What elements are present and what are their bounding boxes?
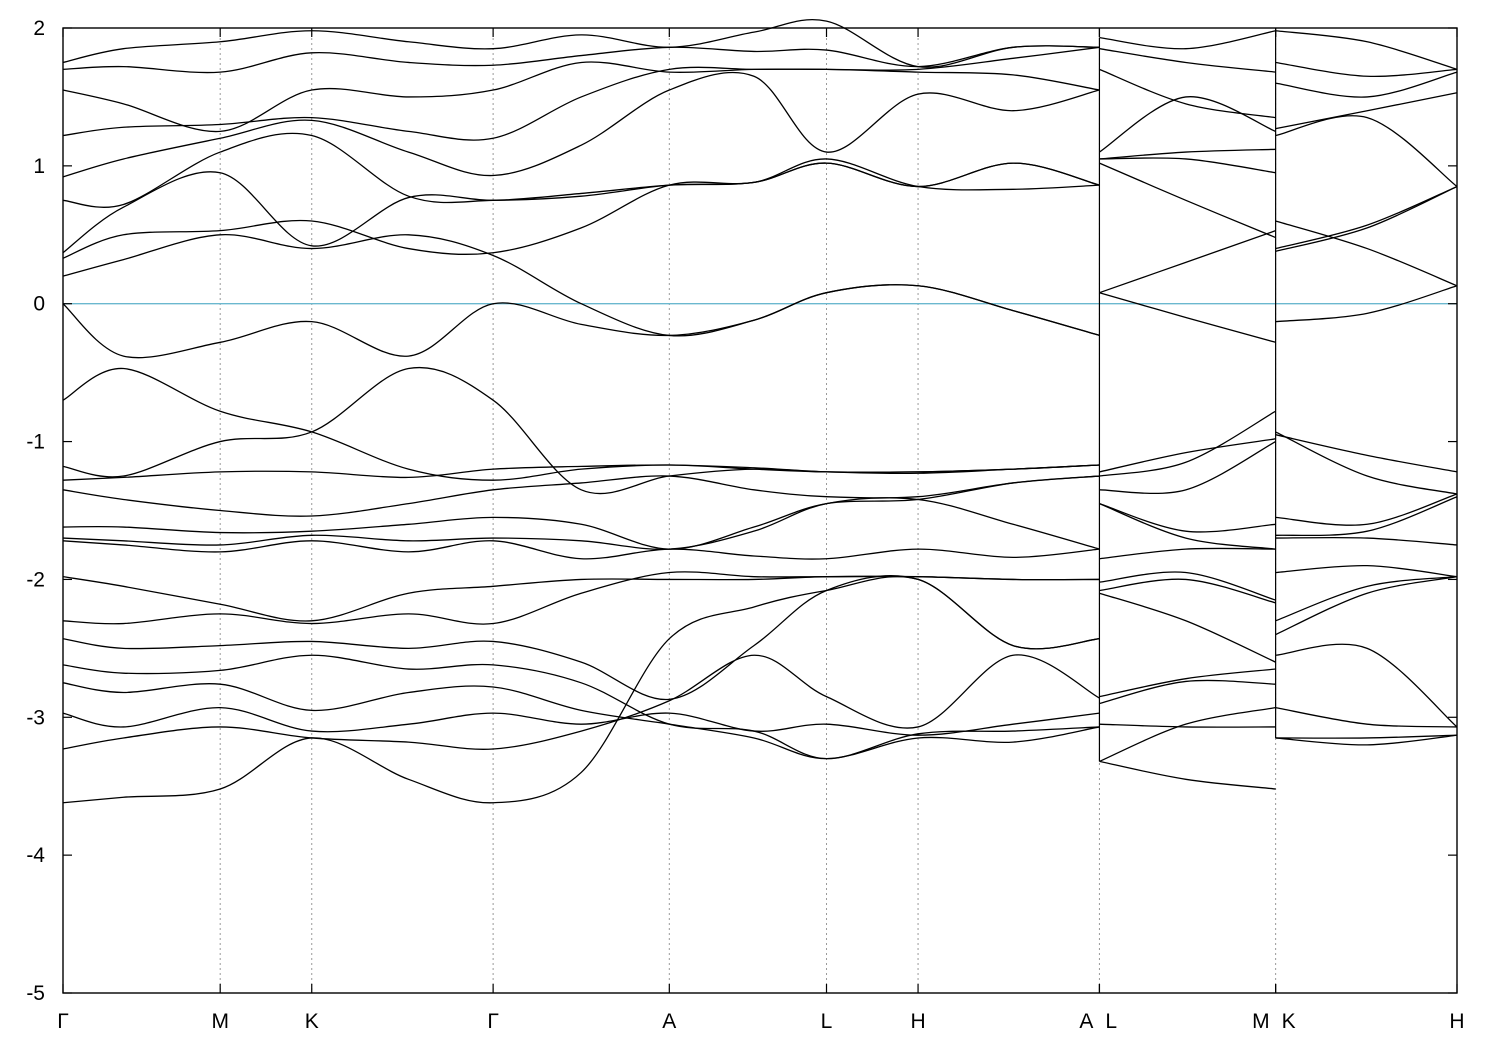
band-line: [1275, 576, 1458, 636]
y-tick-label: -2: [26, 568, 45, 591]
band-line: [1099, 292, 1276, 343]
band-line: [1099, 68, 1276, 119]
kpoint-label: M: [1252, 1010, 1270, 1033]
band-line: [62, 575, 1100, 701]
band-line: [1099, 707, 1276, 762]
band-line: [62, 234, 1100, 337]
band-line: [62, 66, 1100, 141]
band-line: [1275, 576, 1458, 622]
band-line: [62, 475, 1100, 550]
band-line: [1275, 643, 1458, 728]
band-line: [62, 497, 1100, 550]
band-line: [62, 71, 1100, 178]
band-segment: [62, 19, 1100, 804]
band-line: [1099, 438, 1276, 473]
band-line: [1275, 734, 1458, 739]
band-line: [62, 284, 1100, 359]
plot-frame: [62, 27, 1458, 994]
band-line: [1275, 564, 1458, 578]
band-line: [62, 682, 1100, 760]
band-line: [1275, 61, 1458, 78]
band-line: [1275, 92, 1458, 130]
band-line: [1099, 157, 1276, 174]
band-line: [62, 464, 1100, 481]
band-line: [1099, 30, 1276, 50]
band-line: [1275, 536, 1458, 546]
band-line: [1275, 493, 1458, 526]
band-line: [1099, 502, 1276, 533]
band-line: [1099, 48, 1276, 73]
plot-border: [62, 27, 1458, 994]
y-tick-label: 2: [33, 17, 45, 40]
band-line: [62, 575, 1100, 622]
band-line: [1099, 148, 1276, 160]
band-line: [62, 45, 1100, 74]
band-line: [1099, 96, 1276, 153]
kpoint-label: L: [1105, 1010, 1117, 1033]
kpoint-label: K: [305, 1010, 319, 1033]
band-line: [1275, 185, 1458, 250]
band-line: [62, 46, 1100, 133]
band-line: [62, 132, 1100, 208]
kpoint-label: M: [211, 1010, 229, 1033]
band-line: [1275, 285, 1458, 323]
y-tick-label: -5: [26, 982, 45, 1005]
band-line: [62, 158, 1100, 259]
band-line: [1099, 592, 1276, 663]
band-line: [1275, 30, 1458, 70]
band-line: [62, 654, 1100, 760]
band-line: [1099, 162, 1276, 239]
y-tick-label: 0: [33, 293, 45, 316]
band-line: [1275, 707, 1458, 728]
kpoint-label: L: [821, 1010, 833, 1033]
band-curves: [62, 19, 1458, 804]
band-line: [1099, 503, 1276, 550]
band-line: [62, 706, 1100, 736]
kpoint-label: H: [910, 1010, 925, 1033]
band-line: [1099, 668, 1276, 698]
y-tick-label: -4: [26, 844, 45, 867]
band-line: [1275, 220, 1458, 287]
band-line: [1275, 71, 1458, 98]
band-line: [1099, 679, 1276, 705]
y-axis-ticks: 2 1 0 -1 -2 -3 -4 -5: [26, 17, 1457, 1005]
y-tick-label: -1: [26, 431, 45, 454]
band-line: [1099, 578, 1276, 604]
band-line: [62, 654, 1100, 750]
band-line: [1099, 547, 1276, 560]
band-line: [1099, 723, 1276, 728]
band-line: [62, 475, 1100, 517]
kpoint-label: A: [662, 1010, 676, 1033]
kpoint-label: A: [1079, 1010, 1093, 1033]
band-line: [1275, 734, 1458, 746]
band-line: [62, 19, 1100, 68]
band-line: [62, 366, 1100, 495]
band-line: [1099, 230, 1276, 294]
kpoint-label: Γ: [487, 1010, 499, 1033]
band-line: [62, 367, 1100, 481]
kpoint-label: Γ: [57, 1010, 69, 1033]
band-segment: [1275, 30, 1458, 746]
band-line: [1099, 571, 1276, 601]
band-line: [1275, 115, 1458, 188]
band-line: [1099, 410, 1276, 477]
band-line: [1099, 440, 1276, 495]
band-line: [62, 540, 1100, 560]
band-line: [62, 575, 1100, 804]
band-line: [1099, 760, 1276, 790]
y-tick-label: -3: [26, 706, 45, 729]
kpoint-label: K: [1282, 1010, 1296, 1033]
band-segment: [1098, 30, 1276, 790]
band-line: [1275, 496, 1458, 537]
kpoint-label: H: [1449, 1010, 1464, 1033]
y-tick-label: 1: [33, 155, 45, 178]
band-line: [62, 162, 1100, 254]
band-line: [1275, 431, 1458, 495]
band-line: [1275, 434, 1458, 473]
